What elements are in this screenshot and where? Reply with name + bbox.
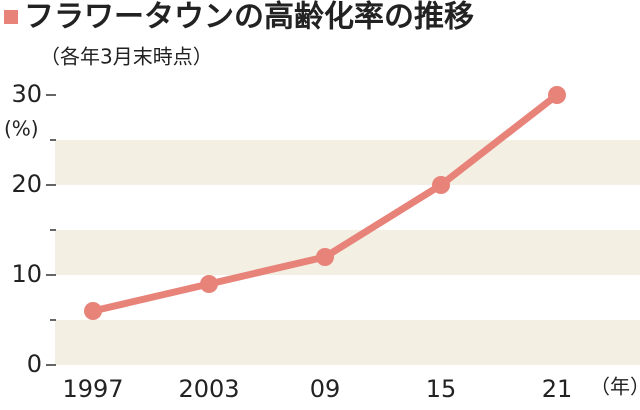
y-tick-label: 20: [11, 170, 42, 198]
band: [55, 320, 640, 365]
data-line: [92, 92, 560, 315]
band: [55, 230, 640, 275]
data-point: [84, 302, 102, 320]
x-tick-label: 15: [426, 375, 457, 403]
y-tick-label: 30: [11, 80, 42, 108]
data-point: [432, 176, 450, 194]
x-tick-label: 2003: [178, 375, 239, 403]
y-tick-label: 10: [11, 260, 42, 288]
data-point: [316, 248, 334, 266]
data-point: [548, 86, 566, 104]
title-marker: [4, 10, 18, 24]
data-point: [200, 275, 218, 293]
x-tick-label: 21: [542, 375, 573, 403]
x-unit: （年）: [590, 375, 640, 399]
band: [55, 140, 640, 185]
chart-subtitle: （各年3月末時点）: [40, 45, 213, 69]
y-unit: (%): [4, 117, 39, 141]
chart-title: フラワータウンの高齢化率の推移: [24, 0, 474, 35]
y-tick-label: 0: [27, 350, 42, 378]
x-tick-label: 09: [310, 375, 341, 403]
x-tick-label: 1997: [62, 375, 123, 403]
